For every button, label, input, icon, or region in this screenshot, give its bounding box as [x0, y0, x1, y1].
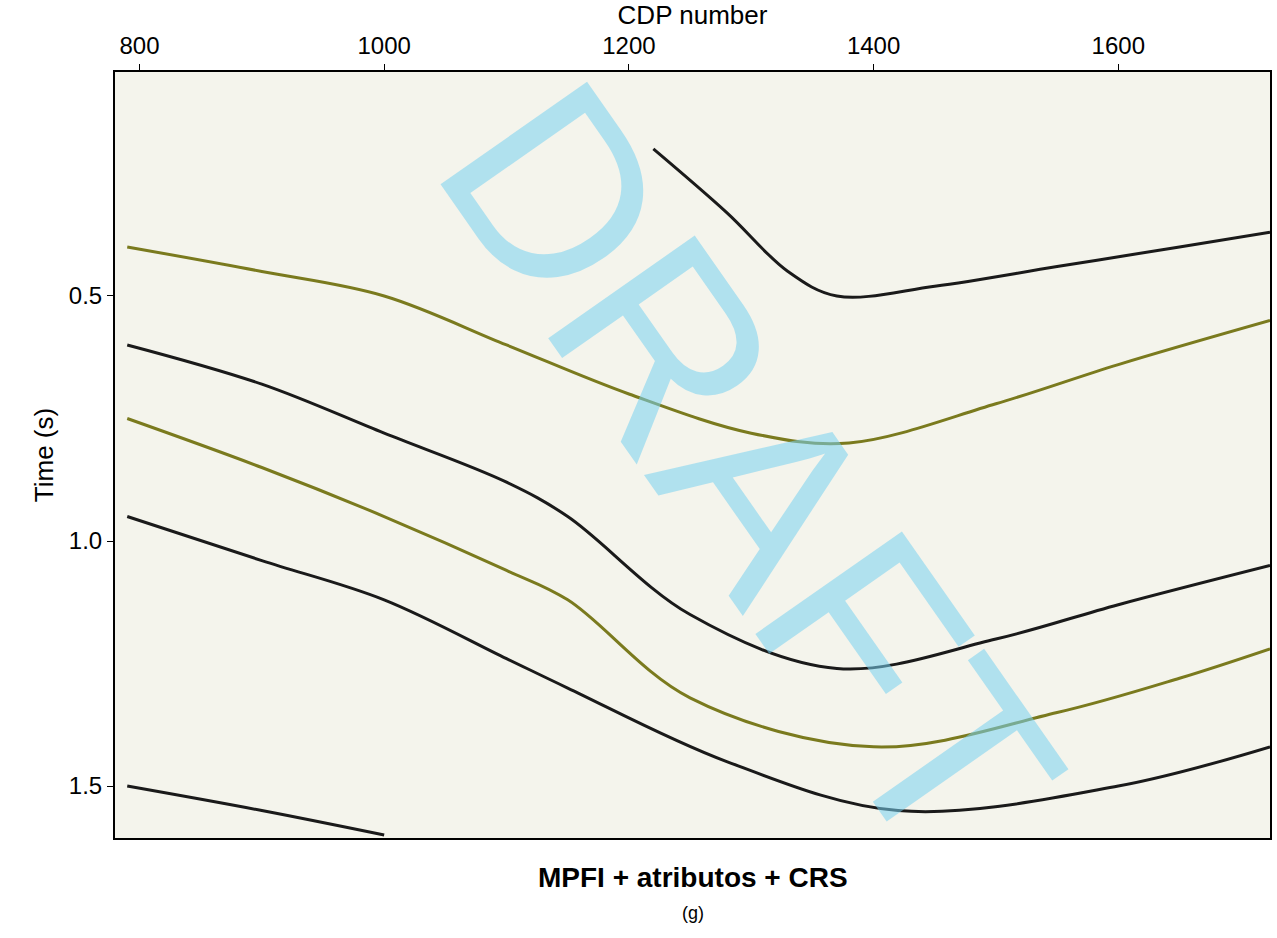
svg-text:DRAFT: DRAFT [383, 32, 1118, 908]
svg-text:1400: 1400 [847, 32, 900, 59]
svg-text:1.0: 1.0 [69, 527, 102, 554]
svg-text:1200: 1200 [602, 32, 655, 59]
svg-text:CDP number: CDP number [618, 0, 768, 30]
svg-text:MPFI + atributos + CRS: MPFI + atributos + CRS [538, 862, 848, 893]
svg-text:1000: 1000 [357, 32, 410, 59]
svg-text:1600: 1600 [1092, 32, 1145, 59]
svg-text:(g): (g) [682, 903, 704, 923]
svg-text:0.5: 0.5 [69, 282, 102, 309]
svg-text:1.5: 1.5 [69, 772, 102, 799]
svg-text:800: 800 [119, 32, 159, 59]
svg-text:Time (s): Time (s) [29, 408, 59, 502]
